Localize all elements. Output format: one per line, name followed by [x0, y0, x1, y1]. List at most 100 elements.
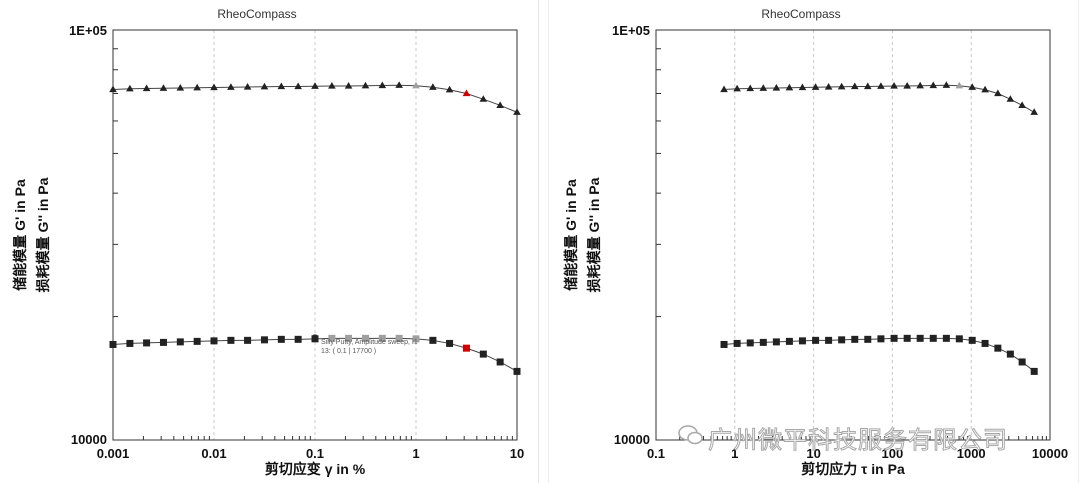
- storage-modulus-point[interactable]: [496, 101, 504, 108]
- storage-modulus-point[interactable]: [837, 82, 846, 90]
- storage-modulus-point[interactable]: [227, 83, 235, 90]
- storage-modulus-point[interactable]: [1030, 108, 1038, 115]
- storage-modulus-point[interactable]: [412, 81, 420, 89]
- loss-modulus-point[interactable]: [277, 335, 285, 343]
- storage-modulus-point[interactable]: [328, 82, 336, 89]
- loss-modulus-point[interactable]: [759, 338, 767, 346]
- storage-modulus-point[interactable]: [968, 83, 977, 90]
- loss-modulus-point[interactable]: [159, 338, 167, 346]
- loss-modulus-point[interactable]: [395, 334, 403, 342]
- storage-modulus-point[interactable]: [378, 81, 387, 89]
- storage-modulus-point[interactable]: [159, 84, 168, 91]
- storage-modulus-point[interactable]: [1006, 95, 1015, 102]
- loss-modulus-point[interactable]: [785, 337, 793, 345]
- storage-modulus-point[interactable]: [361, 81, 370, 89]
- loss-modulus-point[interactable]: [176, 338, 184, 346]
- loss-modulus-point[interactable]: [812, 336, 820, 344]
- loss-modulus-point[interactable]: [864, 335, 872, 343]
- loss-modulus-point[interactable]: [968, 336, 976, 344]
- loss-modulus-point[interactable]: [720, 340, 728, 348]
- loss-modulus-point[interactable]: [746, 339, 754, 347]
- loss-modulus-point[interactable]: [942, 334, 950, 342]
- loss-modulus-point[interactable]: [311, 335, 319, 343]
- storage-modulus-point[interactable]: [260, 82, 269, 90]
- loss-modulus-point[interactable]: [462, 344, 470, 352]
- loss-modulus-point[interactable]: [772, 338, 780, 346]
- storage-modulus-point[interactable]: [746, 84, 755, 92]
- loss-modulus-point[interactable]: [838, 336, 846, 344]
- loss-modulus-point[interactable]: [378, 334, 386, 342]
- storage-modulus-point[interactable]: [344, 82, 353, 89]
- storage-modulus-point[interactable]: [513, 108, 521, 115]
- loss-modulus-point[interactable]: [361, 334, 369, 342]
- loss-modulus-point[interactable]: [1030, 367, 1038, 375]
- storage-modulus-point[interactable]: [929, 81, 938, 89]
- loss-modulus-point[interactable]: [929, 334, 937, 342]
- storage-modulus-point[interactable]: [395, 81, 403, 88]
- storage-modulus-point[interactable]: [785, 83, 794, 91]
- storage-modulus-point[interactable]: [176, 83, 185, 91]
- storage-modulus-point[interactable]: [462, 89, 471, 97]
- storage-modulus-point[interactable]: [863, 82, 872, 90]
- loss-modulus-point[interactable]: [260, 336, 268, 344]
- storage-modulus-point[interactable]: [210, 83, 218, 91]
- loss-modulus-point[interactable]: [877, 335, 885, 343]
- storage-modulus-point[interactable]: [126, 84, 134, 92]
- loss-modulus-point[interactable]: [345, 334, 353, 342]
- loss-modulus-point[interactable]: [513, 367, 521, 375]
- storage-modulus-point[interactable]: [445, 85, 454, 93]
- loss-modulus-point[interactable]: [143, 339, 151, 347]
- loss-modulus-point[interactable]: [903, 334, 911, 342]
- loss-modulus-point[interactable]: [994, 344, 1002, 352]
- storage-modulus-point[interactable]: [294, 82, 302, 90]
- loss-modulus-point[interactable]: [733, 339, 741, 347]
- storage-modulus-point[interactable]: [798, 83, 807, 91]
- loss-modulus-point[interactable]: [479, 350, 487, 358]
- storage-modulus-point[interactable]: [877, 82, 885, 89]
- loss-modulus-point[interactable]: [496, 358, 504, 366]
- loss-modulus-point[interactable]: [955, 335, 963, 343]
- loss-modulus-point[interactable]: [227, 336, 235, 344]
- loss-modulus-point[interactable]: [851, 335, 859, 343]
- loss-modulus-point[interactable]: [825, 336, 833, 344]
- storage-modulus-point[interactable]: [733, 84, 741, 92]
- storage-modulus-point[interactable]: [850, 82, 859, 90]
- chart-amplitude-sweep-strain[interactable]: RheoCompass 1E+05 10000 0.001 0.01 0.1 1 10 …: [0, 0, 540, 483]
- data-markers[interactable]: [720, 81, 1038, 375]
- loss-modulus-point[interactable]: [193, 337, 201, 345]
- storage-modulus-point[interactable]: [109, 85, 117, 93]
- storage-modulus-point[interactable]: [479, 95, 488, 102]
- loss-modulus-point[interactable]: [294, 335, 302, 343]
- loss-modulus-point[interactable]: [328, 334, 336, 342]
- loss-modulus-point[interactable]: [412, 335, 420, 343]
- storage-modulus-point[interactable]: [916, 81, 924, 89]
- loss-modulus-point[interactable]: [798, 337, 806, 345]
- storage-modulus-point[interactable]: [193, 83, 201, 91]
- storage-modulus-point[interactable]: [811, 83, 820, 90]
- storage-modulus-point[interactable]: [243, 83, 252, 90]
- loss-modulus-point[interactable]: [109, 340, 117, 348]
- storage-modulus-point[interactable]: [720, 85, 728, 93]
- storage-modulus-point[interactable]: [955, 81, 964, 89]
- loss-modulus-point[interactable]: [981, 339, 989, 347]
- chart-amplitude-sweep-stress[interactable]: RheoCompass 1E+05 10000 0.1 1 10 100 1000 100…: [540, 0, 1080, 483]
- storage-modulus-point[interactable]: [142, 84, 151, 92]
- storage-modulus-point[interactable]: [981, 85, 989, 93]
- loss-modulus-point[interactable]: [429, 336, 437, 344]
- loss-modulus-point[interactable]: [210, 337, 218, 345]
- storage-modulus-point[interactable]: [1018, 101, 1026, 108]
- loss-modulus-point[interactable]: [916, 334, 924, 342]
- data-markers[interactable]: [109, 81, 521, 375]
- storage-modulus-point[interactable]: [772, 83, 781, 91]
- storage-modulus-point[interactable]: [429, 83, 437, 90]
- storage-modulus-point[interactable]: [994, 89, 1002, 97]
- storage-modulus-point[interactable]: [759, 84, 768, 91]
- loss-modulus-point[interactable]: [446, 339, 454, 347]
- loss-modulus-point[interactable]: [890, 334, 898, 342]
- storage-modulus-point[interactable]: [277, 82, 286, 90]
- loss-modulus-point[interactable]: [126, 339, 134, 347]
- storage-modulus-point[interactable]: [824, 83, 833, 90]
- loss-modulus-point[interactable]: [1018, 358, 1026, 366]
- storage-modulus-point[interactable]: [311, 82, 319, 89]
- storage-modulus-point[interactable]: [890, 82, 898, 89]
